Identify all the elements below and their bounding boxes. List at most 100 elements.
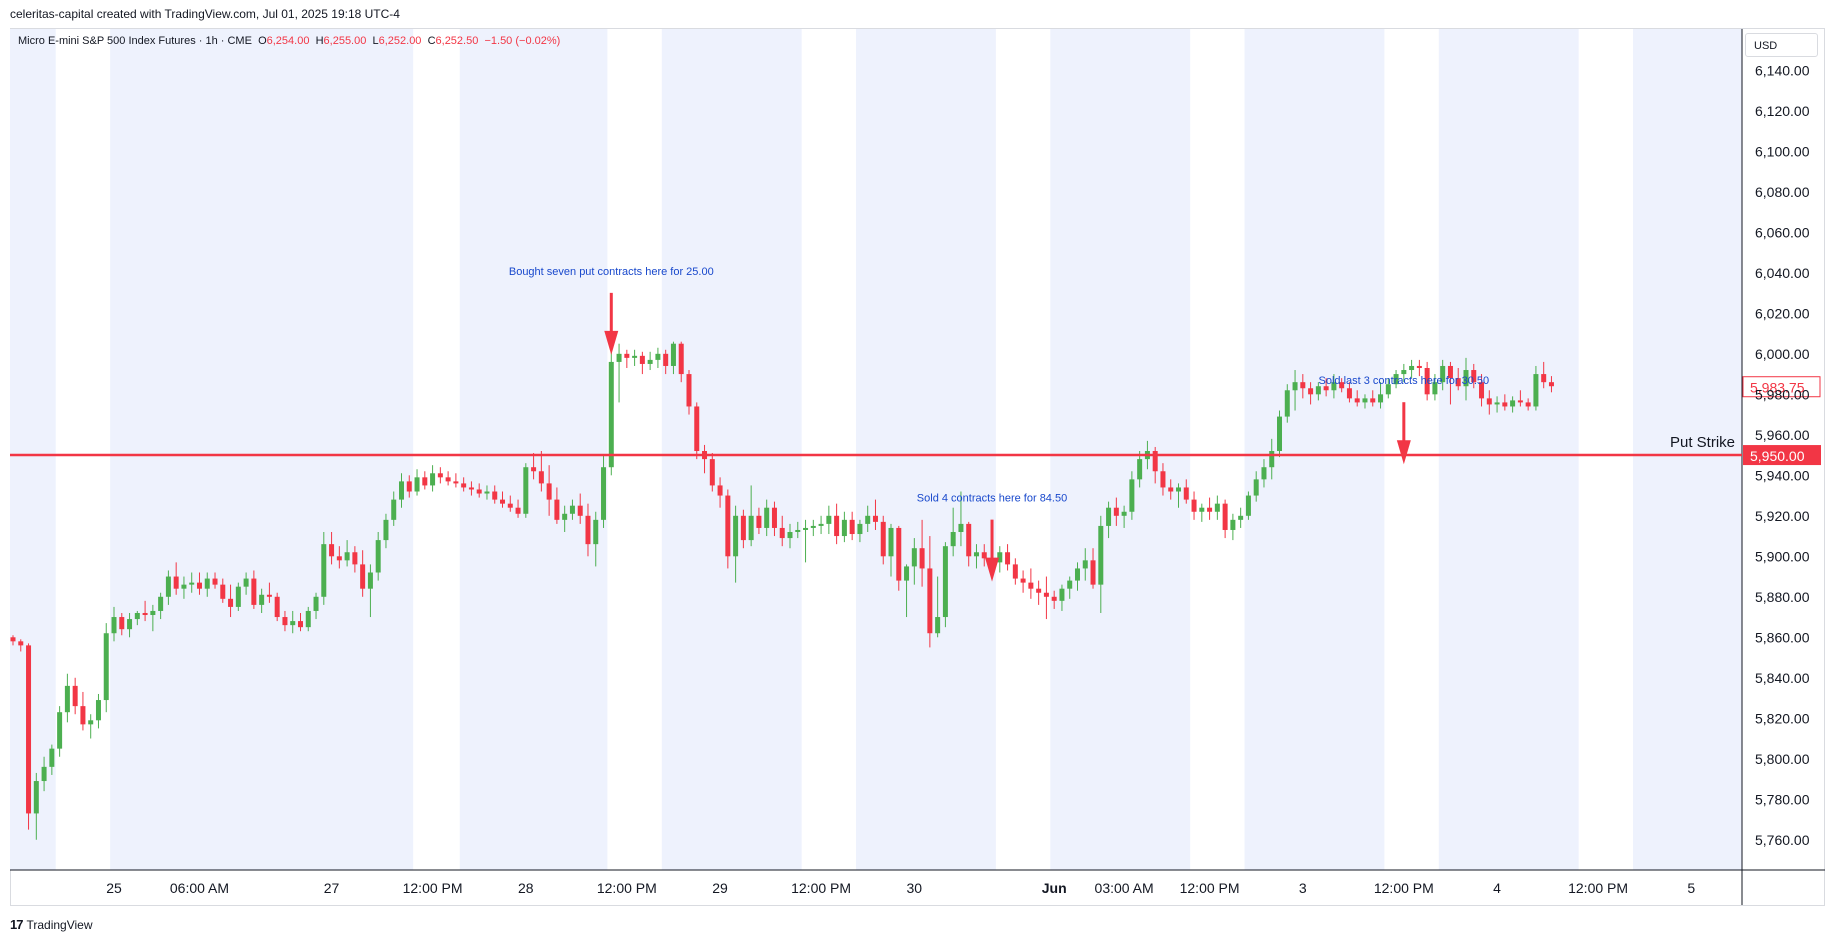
candle-body [554, 499, 560, 520]
candle [779, 515, 785, 547]
candle-body [826, 515, 832, 524]
candle-body [251, 578, 257, 605]
symbol-name[interactable]: Micro E-mini S&P 500 Index Futures · 1h … [18, 35, 252, 47]
candle [290, 610, 296, 634]
candle-body [1510, 400, 1516, 407]
candle-body [655, 353, 661, 360]
candle [1393, 370, 1399, 389]
time-tick-label: 12:00 PM [403, 880, 463, 896]
candle-body [1191, 499, 1197, 512]
candle [1074, 562, 1080, 591]
candle [601, 455, 607, 528]
candle-body [523, 467, 529, 514]
candle-body [779, 527, 785, 539]
candle-body [204, 578, 210, 589]
candle [888, 523, 894, 577]
session-band-8 [1633, 29, 1742, 870]
candle-body [64, 685, 70, 713]
candle [321, 532, 327, 605]
candle [678, 341, 684, 383]
candle [1323, 378, 1329, 397]
candle [857, 519, 863, 543]
candle-body [1098, 525, 1104, 585]
candle-body [1230, 519, 1236, 530]
candle-body [437, 473, 443, 478]
candle-body [717, 485, 723, 496]
candle [1230, 513, 1236, 541]
candle-body [305, 610, 311, 628]
candle [235, 582, 241, 611]
candle-body [585, 515, 591, 545]
candle-body [1432, 382, 1438, 395]
price-axis: 5,760.00 5,780.00 5,800.00 5,820.00 5,840.00… [1755, 62, 1810, 847]
candle [313, 592, 319, 620]
candle-body [1447, 365, 1453, 379]
candle [935, 576, 941, 638]
candle [150, 604, 156, 632]
candle-body [1043, 592, 1049, 597]
time-tick-label: 5 [1687, 880, 1695, 896]
candle [1541, 361, 1547, 389]
candle-body [1401, 370, 1407, 375]
candle-body [150, 610, 156, 616]
candle [1378, 382, 1384, 409]
candle-body [1378, 394, 1384, 403]
candle-body [189, 582, 195, 585]
candle-body [461, 483, 467, 488]
candle-body [865, 515, 871, 524]
last-price-tag-label: 5,983.75 [1750, 380, 1805, 396]
candle-body [1494, 402, 1500, 405]
session-bands [10, 29, 1742, 870]
candle [1401, 363, 1407, 383]
candle [1137, 451, 1143, 488]
candle-body [507, 503, 513, 508]
candle [911, 538, 917, 585]
candle-body [1121, 511, 1127, 516]
candle [1494, 396, 1500, 413]
time-axis: 25 06:00 AM 27 12:00 PM 28 12:00 PM 29 12:00 PM… [106, 880, 1695, 896]
time-tick-label: 12:00 PM [1568, 880, 1628, 896]
candle-body [1455, 378, 1461, 387]
time-tick-label: 12:00 PM [1374, 880, 1434, 896]
candle-body [134, 612, 140, 620]
candle [810, 519, 816, 537]
candle-body [1346, 388, 1352, 399]
candle [1479, 374, 1485, 407]
candle [1082, 548, 1088, 581]
candle [616, 343, 622, 403]
candle [95, 693, 101, 729]
candle-body [670, 343, 676, 366]
candle-body [492, 491, 498, 500]
time-tick-label: 12:00 PM [1180, 880, 1240, 896]
candle-body [1129, 479, 1135, 512]
candle-body [414, 477, 420, 492]
price-tick-label: 5,820.00 [1755, 710, 1810, 726]
candle-body [1409, 365, 1415, 371]
candle [1214, 495, 1220, 520]
candle-body [686, 374, 692, 407]
last-price-tag [1742, 376, 1821, 398]
candle-body [173, 576, 179, 589]
candle [834, 503, 840, 545]
candle-body [500, 499, 506, 504]
candle-body [841, 519, 847, 537]
candle [639, 351, 645, 375]
low-label: L [372, 35, 379, 47]
candle-body [764, 507, 770, 528]
candle-body [111, 617, 117, 634]
candle [981, 544, 987, 567]
currency-selector[interactable]: USD [1745, 33, 1818, 57]
candle [297, 612, 303, 632]
candle [430, 465, 436, 492]
price-tick-label: 5,960.00 [1755, 427, 1810, 443]
candle-body [515, 507, 521, 514]
candle [1447, 361, 1453, 405]
candle [787, 523, 793, 549]
candle [663, 349, 669, 375]
candle [740, 509, 746, 549]
time-tick-label: 12:00 PM [791, 880, 851, 896]
candle-body [468, 487, 474, 490]
candle-body [72, 685, 78, 707]
candle [72, 677, 78, 715]
